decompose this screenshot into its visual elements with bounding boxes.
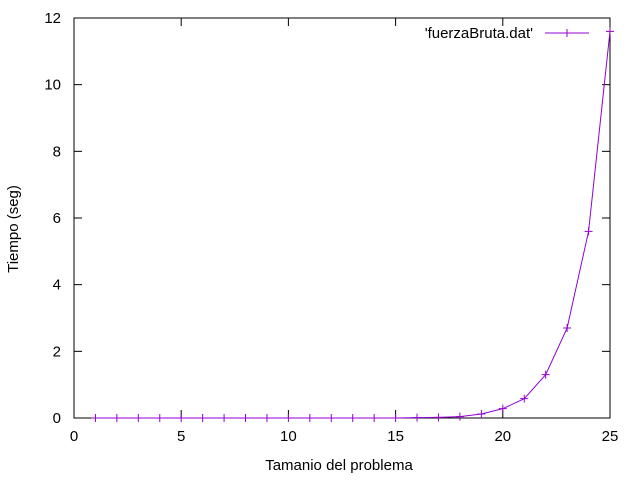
y-tick-label: 8 [53, 143, 61, 160]
data-point [220, 414, 229, 422]
data-point [348, 414, 357, 422]
y-axis-label: Tiempo (seg) [5, 185, 22, 273]
y-tick-label: 10 [44, 77, 61, 94]
data-point [370, 414, 379, 422]
x-tick-label: 0 [70, 428, 78, 445]
data-point [520, 394, 529, 403]
y-tick-label: 0 [53, 410, 61, 427]
legend-marker [563, 29, 571, 37]
data-point [563, 324, 572, 332]
x-tick-label: 10 [280, 428, 297, 445]
y-tick-label: 2 [53, 343, 61, 360]
data-point [584, 227, 593, 236]
data-point [434, 413, 443, 422]
series-line [95, 31, 611, 419]
plot-border [73, 17, 611, 419]
legend-label: 'fuerzaBruta.dat' [425, 25, 533, 42]
y-tick-label: 12 [44, 10, 61, 27]
x-axis-ticks: 0 5 10 15 20 25 [70, 18, 619, 445]
data-point [91, 414, 100, 422]
y-tick-label: 6 [53, 210, 61, 227]
data-point [177, 414, 186, 422]
data-point [606, 27, 614, 36]
data-point [241, 414, 250, 422]
x-tick-label: 20 [494, 428, 511, 445]
data-point [391, 414, 400, 422]
data-point [305, 414, 314, 422]
data-point [541, 370, 550, 379]
data-point [262, 414, 271, 422]
data-point [327, 414, 336, 422]
y-axis-ticks: 0 2 4 6 8 10 12 [44, 10, 610, 427]
data-point [155, 414, 164, 422]
data-point [498, 404, 507, 413]
data-point [284, 414, 293, 422]
data-point [455, 412, 464, 421]
x-axis-label: Tamanio del problema [265, 457, 413, 474]
x-tick-label: 15 [387, 428, 404, 445]
y-tick-label: 4 [53, 277, 61, 294]
data-point [112, 414, 121, 422]
data-point [413, 413, 422, 422]
data-point [134, 414, 143, 422]
x-tick-label: 25 [602, 428, 619, 445]
series-layer [91, 27, 614, 422]
legend: 'fuerzaBruta.dat' [425, 25, 589, 42]
x-tick-label: 5 [177, 428, 185, 445]
data-point [477, 410, 486, 418]
plot-frame [73, 17, 611, 419]
data-point [198, 414, 207, 422]
